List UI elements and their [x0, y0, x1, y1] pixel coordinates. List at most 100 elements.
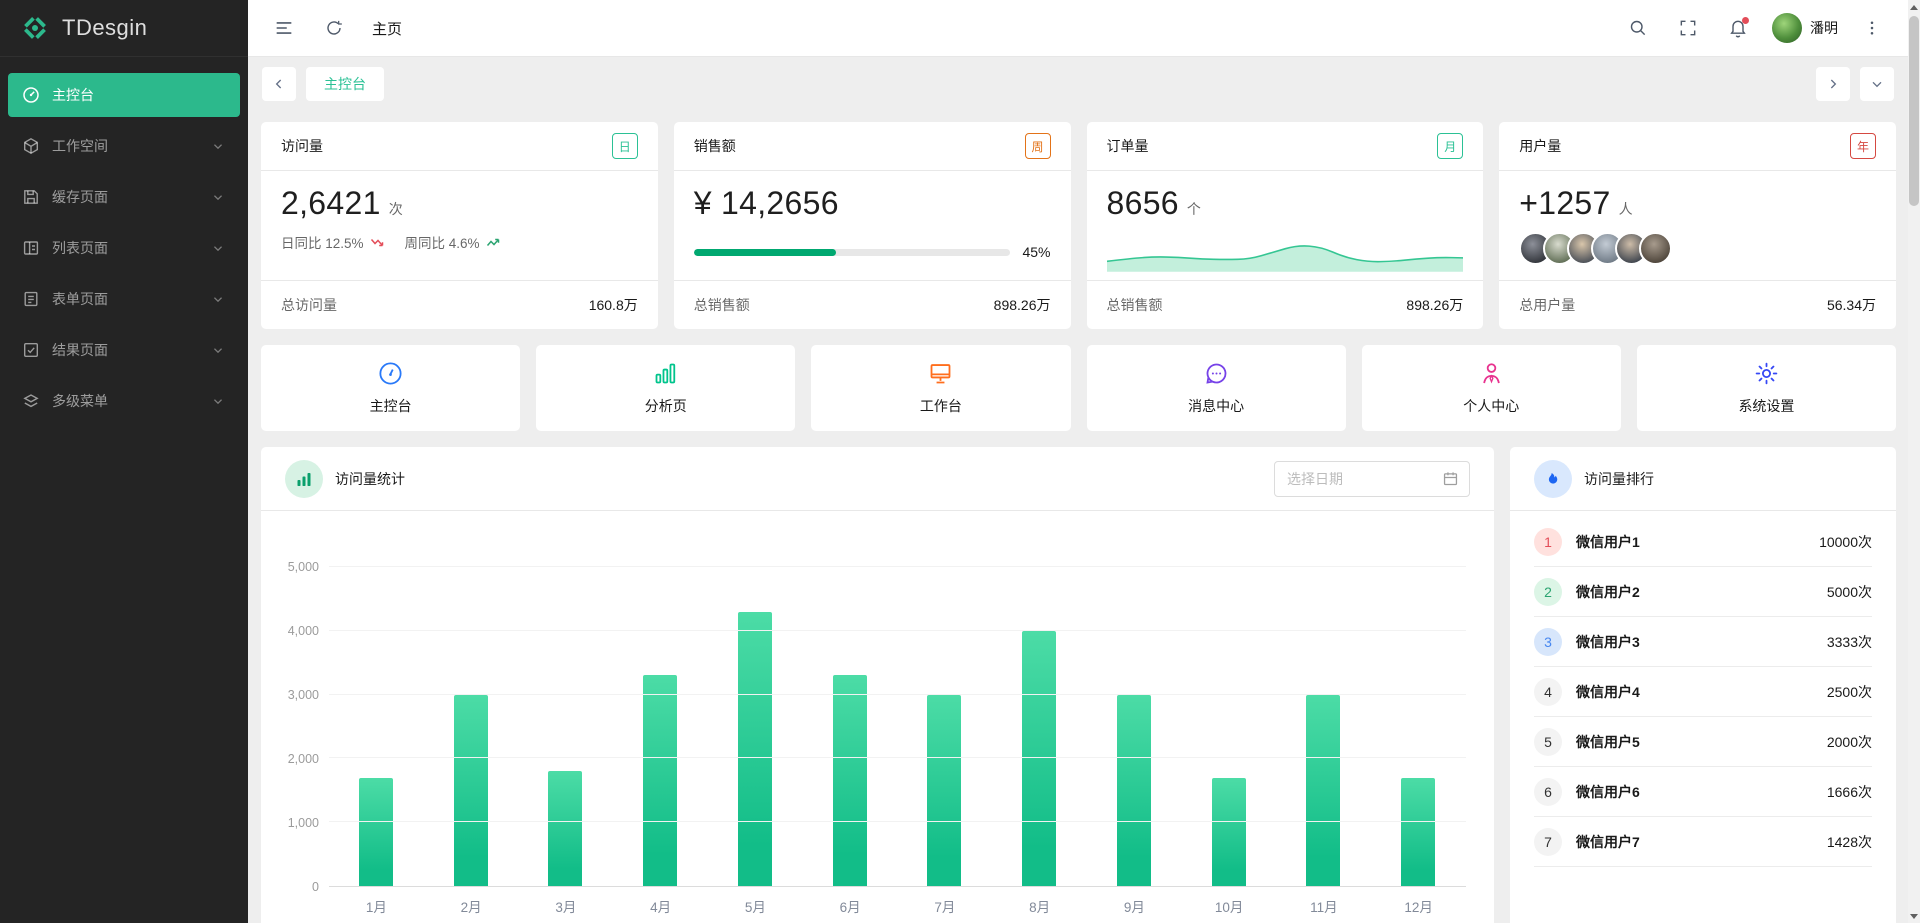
sidebar-menu: 主控台 工作空间 缓存页面	[0, 57, 248, 430]
quicklink-analysis[interactable]: 分析页	[536, 345, 796, 431]
bar-slot	[519, 567, 614, 886]
avatar	[1772, 13, 1802, 43]
y-tick-label: 5,000	[287, 560, 319, 574]
x-tick-label: 4月	[650, 900, 672, 915]
rank-user-name: 微信用户4	[1576, 683, 1640, 700]
gridline	[329, 821, 1466, 823]
sidebar-item-list-pages[interactable]: 列表页面	[8, 226, 240, 270]
stat-value: 8656	[1106, 185, 1179, 221]
user-avatar-group	[1519, 232, 1876, 265]
chart-panel-icon	[285, 459, 323, 498]
calendar-icon	[1442, 470, 1459, 487]
ranking-row: 3 微信用户3 3333次	[1534, 617, 1872, 667]
sidebar-item-result-pages[interactable]: 结果页面	[8, 328, 240, 372]
period-badge-month[interactable]: 月	[1437, 133, 1464, 159]
tdesign-logo-icon	[20, 13, 50, 43]
footer-value: 898.26万	[1406, 297, 1464, 313]
stat-cards-row: 访问量 日 2,6421 次 日同比 12.5%	[261, 122, 1896, 329]
notification-dot	[1742, 17, 1749, 24]
x-tick-label: 5月	[744, 900, 766, 915]
rank-user-name: 微信用户5	[1576, 733, 1640, 750]
window-scrollbar[interactable]	[1908, 0, 1920, 923]
footer-label: 总访问量	[281, 297, 337, 313]
scrollbar-down-arrow[interactable]	[1908, 909, 1920, 923]
bar-6月	[832, 675, 867, 886]
bar-slot	[1371, 567, 1466, 886]
sidebar-item-cache-pages[interactable]: 缓存页面	[8, 175, 240, 219]
rank-user-name: 微信用户3	[1576, 633, 1640, 650]
quicklink-dashboard[interactable]: 主控台	[261, 345, 521, 431]
dashboard-icon	[22, 86, 40, 104]
trend-down-icon	[370, 235, 385, 250]
stat-unit: 次	[388, 201, 403, 217]
ranking-row: 2 微信用户2 5000次	[1534, 567, 1872, 617]
quicklink-label: 分析页	[644, 398, 687, 414]
collapse-menu-button[interactable]	[268, 12, 300, 44]
quicklink-label: 工作台	[919, 398, 962, 414]
chat-icon	[1203, 360, 1230, 387]
stat-value: +1257	[1519, 185, 1611, 221]
tabs-more-button[interactable]	[1860, 66, 1894, 101]
tab-dashboard[interactable]: 主控台	[306, 66, 384, 101]
more-kebab-icon[interactable]	[1856, 12, 1888, 44]
date-picker[interactable]	[1274, 460, 1470, 497]
sidebar-item-multi-level-menu[interactable]: 多级菜单	[8, 379, 240, 423]
bar-chart-icon	[652, 360, 679, 387]
sidebar-item-workspace[interactable]: 工作空间	[8, 124, 240, 168]
period-badge-year[interactable]: 年	[1850, 133, 1876, 159]
quicklink-settings[interactable]: 系统设置	[1636, 345, 1897, 431]
user-menu[interactable]: 潘明	[1772, 13, 1838, 43]
logo[interactable]: TDesgin	[0, 0, 248, 57]
x-tick-label: 3月	[555, 900, 577, 915]
monitor-icon	[927, 360, 954, 387]
tabs-scroll-right-button[interactable]	[1816, 66, 1850, 101]
y-tick-label: 4,000	[287, 624, 319, 638]
chart-title: 访问量统计	[335, 470, 405, 487]
refresh-button[interactable]	[318, 12, 350, 44]
stat-card-sales: 销售额 周 ¥ 14,2656 45%	[673, 122, 1071, 329]
sidebar-item-dashboard[interactable]: 主控台	[8, 73, 240, 117]
fullscreen-icon[interactable]	[1672, 12, 1704, 44]
rank-visit-count: 1666次	[1826, 783, 1872, 800]
quicklink-profile[interactable]: 个人中心	[1361, 345, 1621, 431]
period-badge-week[interactable]: 周	[1024, 133, 1051, 159]
period-badge-day[interactable]: 日	[611, 133, 638, 159]
gauge-icon	[377, 360, 404, 387]
bar-8月	[1022, 630, 1057, 886]
rank-badge: 3	[1534, 627, 1562, 656]
search-icon[interactable]	[1622, 12, 1654, 44]
sidebar-item-label: 列表页面	[52, 240, 108, 256]
sidebar-item-label: 工作空间	[52, 138, 108, 154]
day-trend-label: 日同比 12.5%	[281, 236, 364, 251]
tabs-scroll-left-button[interactable]	[262, 66, 296, 101]
sidebar-item-label: 多级菜单	[52, 393, 108, 409]
chevron-down-icon	[210, 291, 226, 307]
ranking-row: 6 微信用户6 1666次	[1534, 767, 1872, 817]
orders-sparkline	[1106, 228, 1464, 272]
scrollbar-up-arrow[interactable]	[1908, 0, 1920, 14]
stat-value: ¥ 14,2656	[693, 185, 839, 221]
rank-badge: 5	[1534, 727, 1562, 756]
quicklink-message-center[interactable]: 消息中心	[1086, 345, 1346, 431]
week-trend-label: 周同比 4.6%	[404, 236, 480, 251]
chart-x-axis: 1月 2月 3月 4月 5月 6月 7月 8月 9月 10月 11月 12月	[329, 887, 1466, 916]
ranking-row: 4 微信用户4 2500次	[1534, 667, 1872, 717]
notification-bell-icon[interactable]	[1722, 12, 1754, 44]
trend-up-icon	[486, 235, 501, 250]
x-tick-label: 6月	[839, 900, 861, 915]
bar-slot	[424, 567, 519, 886]
bar-7月	[927, 694, 962, 886]
sidebar-item-form-pages[interactable]: 表单页面	[8, 277, 240, 321]
rank-badge: 6	[1534, 777, 1562, 806]
card-title: 访问量	[281, 138, 323, 154]
sidebar-item-label: 表单页面	[52, 291, 108, 307]
gridline	[329, 757, 1466, 759]
scrollbar-thumb[interactable]	[1909, 16, 1919, 206]
bar-10月	[1211, 777, 1246, 886]
sales-progress-bar	[693, 248, 1011, 256]
x-tick-label: 11月	[1310, 900, 1338, 915]
quicklink-workbench[interactable]: 工作台	[811, 345, 1071, 431]
date-picker-input[interactable]	[1287, 470, 1434, 487]
stat-unit: 个	[1186, 201, 1201, 217]
